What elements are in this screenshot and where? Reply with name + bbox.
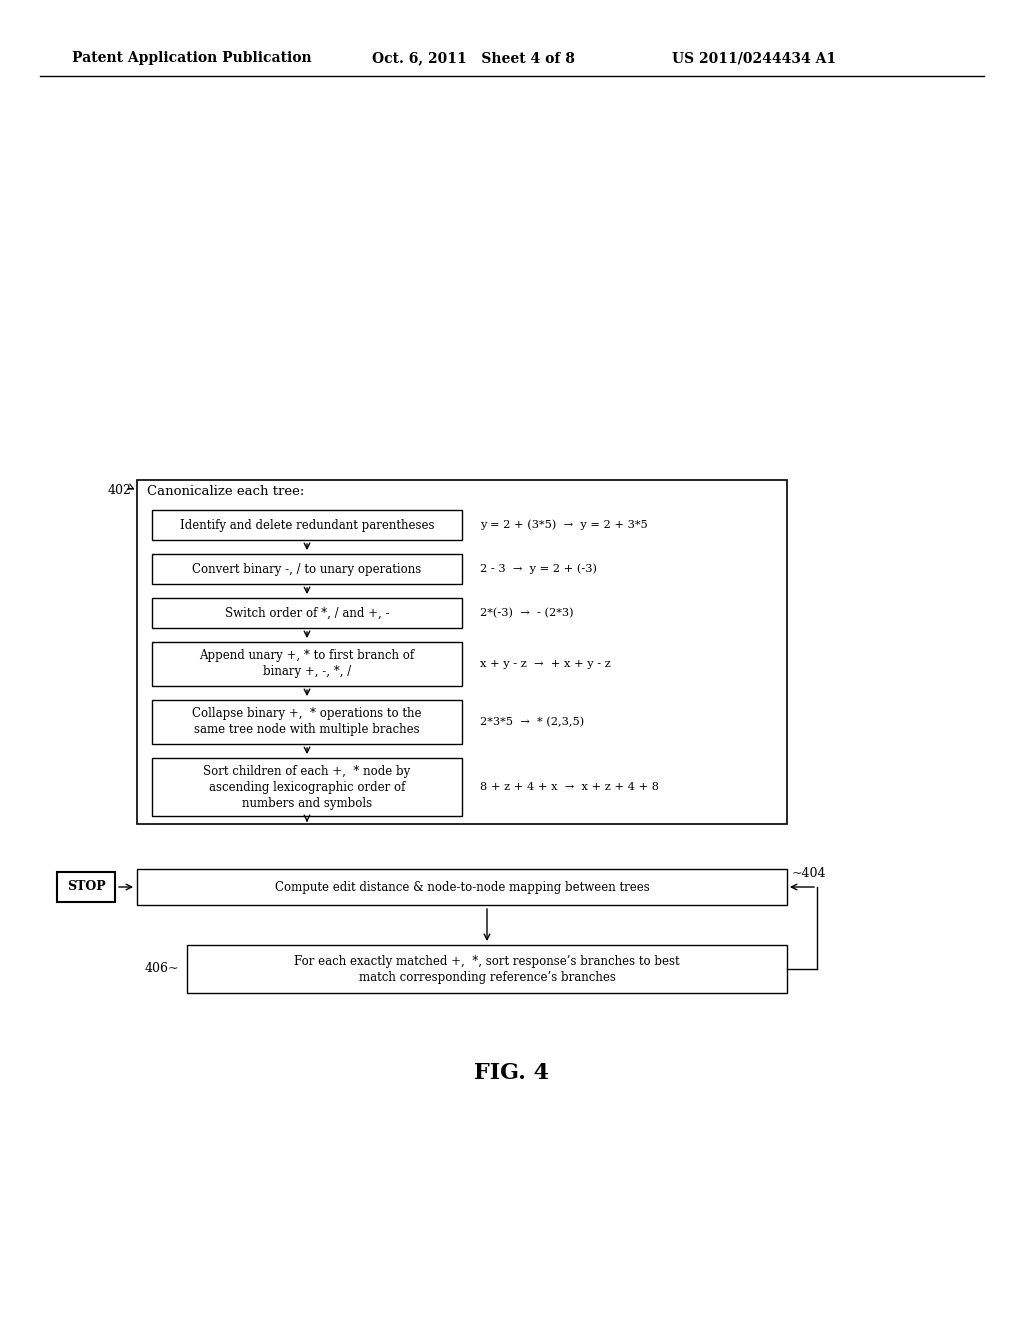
Text: Collapse binary +,  * operations to the
same tree node with multiple braches: Collapse binary +, * operations to the s… — [193, 708, 422, 737]
Text: 402: 402 — [109, 484, 132, 498]
FancyBboxPatch shape — [152, 642, 462, 686]
Text: y = 2 + (3*5)  →  y = 2 + 3*5: y = 2 + (3*5) → y = 2 + 3*5 — [480, 520, 648, 531]
Text: 2*3*5  →  * (2,3,5): 2*3*5 → * (2,3,5) — [480, 717, 585, 727]
FancyBboxPatch shape — [187, 945, 787, 993]
Text: 8 + z + 4 + x  →  x + z + 4 + 8: 8 + z + 4 + x → x + z + 4 + 8 — [480, 781, 659, 792]
Text: FIG. 4: FIG. 4 — [474, 1063, 550, 1084]
Text: x + y - z  →  + x + y - z: x + y - z → + x + y - z — [480, 659, 610, 669]
Text: For each exactly matched +,  *, sort response’s branches to best
match correspon: For each exactly matched +, *, sort resp… — [294, 954, 680, 983]
Text: Switch order of *, / and +, -: Switch order of *, / and +, - — [224, 606, 389, 619]
Text: Oct. 6, 2011   Sheet 4 of 8: Oct. 6, 2011 Sheet 4 of 8 — [372, 51, 574, 65]
FancyBboxPatch shape — [152, 598, 462, 628]
Text: 2 - 3  →  y = 2 + (-3): 2 - 3 → y = 2 + (-3) — [480, 564, 597, 574]
Text: US 2011/0244434 A1: US 2011/0244434 A1 — [672, 51, 837, 65]
Text: Append unary +, * to first branch of
binary +, -, *, /: Append unary +, * to first branch of bin… — [200, 649, 415, 678]
Text: 2*(-3)  →  - (2*3): 2*(-3) → - (2*3) — [480, 607, 573, 618]
FancyBboxPatch shape — [152, 510, 462, 540]
FancyBboxPatch shape — [152, 700, 462, 744]
Text: Compute edit distance & node-to-node mapping between trees: Compute edit distance & node-to-node map… — [274, 880, 649, 894]
Text: Identify and delete redundant parentheses: Identify and delete redundant parenthese… — [180, 519, 434, 532]
FancyBboxPatch shape — [137, 869, 787, 906]
Text: 406~: 406~ — [144, 962, 179, 975]
Text: Canonicalize each tree:: Canonicalize each tree: — [147, 484, 304, 498]
FancyBboxPatch shape — [152, 554, 462, 583]
Text: Patent Application Publication: Patent Application Publication — [72, 51, 311, 65]
Text: ~404: ~404 — [792, 867, 826, 880]
FancyBboxPatch shape — [57, 873, 115, 902]
Text: Convert binary -, / to unary operations: Convert binary -, / to unary operations — [193, 562, 422, 576]
FancyBboxPatch shape — [137, 480, 787, 824]
FancyBboxPatch shape — [152, 758, 462, 816]
Text: STOP: STOP — [67, 880, 105, 894]
Text: Sort children of each +,  * node by
ascending lexicographic order of
numbers and: Sort children of each +, * node by ascen… — [204, 764, 411, 809]
